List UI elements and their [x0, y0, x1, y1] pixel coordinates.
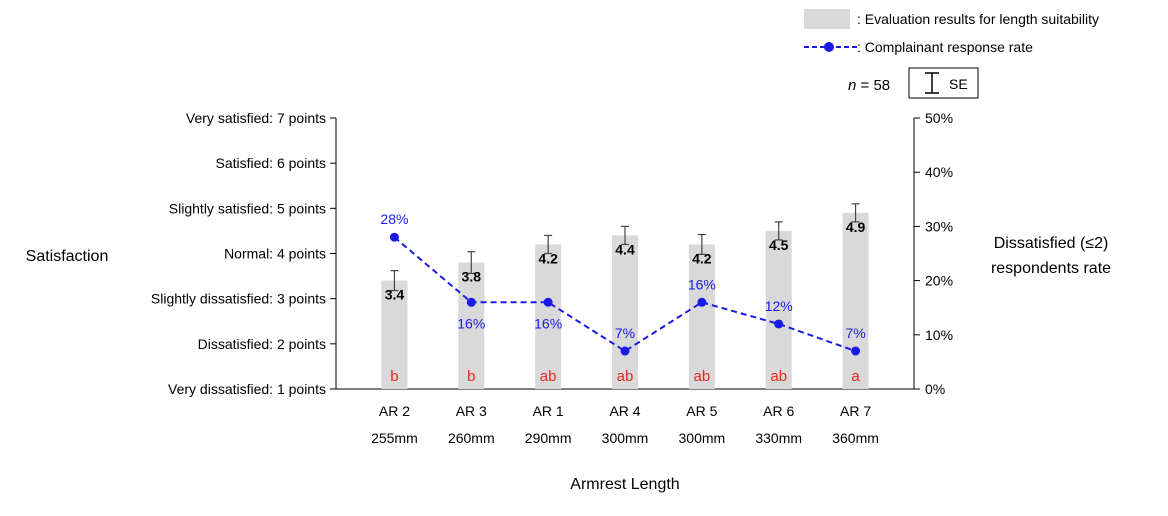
x-tick-sublabel: 255mm: [371, 430, 418, 446]
x-tick-label: AR 3: [456, 403, 487, 419]
se-key-box: [908, 67, 979, 99]
x-tick-sublabel: 300mm: [679, 430, 726, 446]
line-value-label: 16%: [457, 315, 485, 331]
sample-size-value: = 58: [856, 77, 890, 94]
line-point: [543, 297, 553, 307]
se-key-label: SE: [949, 76, 968, 92]
bar: [458, 262, 485, 389]
x-tick-sublabel: 290mm: [525, 430, 572, 446]
y-right-tick-label: 20%: [925, 273, 953, 289]
x-tick-sublabel: 300mm: [602, 430, 649, 446]
y-left-tick-label: Very dissatisfied: 1 points: [168, 381, 326, 397]
group-letter: a: [851, 368, 860, 385]
y-axis-right-ticks: 50% 40% 30% 20% 10% 0%: [914, 110, 953, 397]
y-left-tick-label: Slightly satisfied: 5 points: [169, 200, 326, 216]
x-tick-label: AR 1: [533, 403, 564, 419]
bar-value-label: 3.8: [462, 269, 482, 285]
bar: [381, 280, 408, 389]
y-left-tick-label: Dissatisfied: 2 points: [198, 336, 326, 352]
x-tick-label: AR 2: [379, 403, 410, 419]
x-tick-sublabel: 360mm: [832, 430, 879, 446]
legend-line-marker: [824, 42, 834, 52]
line-point: [620, 346, 630, 356]
x-tick-label: AR 7: [840, 403, 871, 419]
line-value-label: 12%: [765, 298, 793, 314]
legend: : Evaluation results for length suitabil…: [804, 9, 1099, 55]
line-value-label: 28%: [380, 211, 408, 227]
line-value-label: 7%: [615, 325, 635, 341]
bar: [612, 235, 638, 389]
y-right-tick-label: 0%: [925, 381, 945, 397]
group-letter: ab: [694, 368, 711, 385]
y-left-tick-label: Normal: 4 points: [224, 246, 326, 262]
y-left-tick-label: Slightly dissatisfied: 3 points: [151, 291, 326, 307]
x-tick-sublabel: 330mm: [755, 430, 802, 446]
y-axis-title: Satisfaction: [26, 248, 109, 265]
y-axis-right-title-line-1: Dissatisfied (≤2): [994, 235, 1109, 252]
group-letter: ab: [540, 368, 557, 385]
bar: [688, 244, 715, 389]
sample-size-n: n: [848, 77, 856, 94]
line-point: [697, 297, 707, 307]
y-axis-left-ticks: Very satisfied: 7 points Satisfied: 6 poi…: [151, 110, 336, 397]
line-point: [774, 319, 784, 329]
bar-value-label: 4.5: [769, 237, 789, 253]
legend-bar-label: : Evaluation results for length suitabil…: [857, 11, 1099, 27]
group-letter: ab: [617, 368, 634, 385]
sample-size-label: n = 58: [848, 77, 890, 94]
bar: [842, 212, 869, 389]
x-tick-label: AR 4: [609, 403, 640, 419]
y-left-tick-label: Very satisfied: 7 points: [186, 110, 326, 126]
bar: [765, 230, 792, 389]
x-tick-sublabel: 260mm: [448, 430, 495, 446]
x-tick-label: AR 6: [763, 403, 794, 419]
sample-size-annotation: n = 58 SE: [848, 67, 979, 99]
line-value-label: 16%: [534, 315, 562, 331]
bar-value-label: 3.4: [385, 287, 405, 303]
bar-value-label: 4.4: [615, 241, 635, 257]
y-axis-right-title-line-2: respondents rate: [991, 260, 1111, 277]
x-axis-title: Armrest Length: [570, 476, 679, 493]
bar-value-label: 4.2: [538, 250, 558, 266]
group-letter: b: [467, 368, 475, 385]
bar: [535, 244, 562, 389]
x-tick-label: AR 5: [686, 403, 717, 419]
legend-bar-swatch: [804, 9, 850, 29]
y-right-tick-label: 10%: [925, 327, 953, 343]
group-letter: ab: [770, 368, 787, 385]
y-right-tick-label: 40%: [925, 164, 953, 180]
bar-value-label: 4.2: [692, 250, 712, 266]
y-right-tick-label: 50%: [925, 110, 953, 126]
bars: 3.4 b 3.8 b 4.2 ab 4.4 ab 4.2 ab 4.5 ab 4.9 a: [381, 203, 869, 389]
legend-line-label: : Complainant response rate: [857, 39, 1033, 55]
line-point: [466, 297, 476, 307]
line-point: [851, 346, 861, 356]
x-axis-ticks: AR 2 255mm AR 3 260mm AR 1 290mm AR 4 300mm AR 5…: [371, 403, 879, 446]
group-letter: b: [390, 368, 398, 385]
line-value-label: 16%: [688, 276, 716, 292]
y-left-tick-label: Satisfied: 6 points: [215, 155, 326, 171]
line-point: [389, 232, 399, 242]
line-series: 28% 16% 16% 7% 16% 12% 7%: [380, 211, 866, 356]
bar-value-label: 4.9: [846, 219, 866, 235]
line-value-label: 7%: [845, 325, 865, 341]
y-right-tick-label: 30%: [925, 218, 953, 234]
